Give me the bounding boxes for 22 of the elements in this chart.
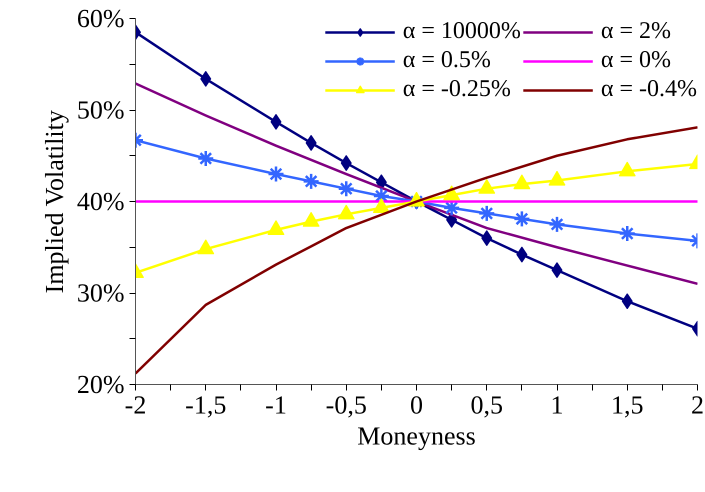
legend-label: α = 2% (600, 18, 672, 45)
x-tick-label: 0 (410, 390, 423, 420)
y-tick-label: 30% (76, 278, 125, 308)
x-tick-label: 2 (691, 390, 704, 420)
y-tick-label: 20% (76, 370, 125, 399)
legend-label: α = -0.25% (402, 76, 511, 103)
x-axis-title: Moneyness (357, 422, 476, 450)
x-tick-label: -1 (265, 390, 287, 420)
y-tick-label: 40% (76, 187, 125, 216)
y-axis-title: Implied Volatility (40, 110, 69, 294)
y-tick-label: 50% (76, 96, 125, 124)
legend-label: α = 0.5% (402, 47, 491, 74)
legend-label: α = 0% (600, 47, 672, 74)
x-tick-label: 1 (550, 390, 564, 420)
x-tick-label: 0,5 (470, 390, 503, 420)
y-tick-label: 60% (76, 4, 125, 33)
x-tick-label: -1,5 (185, 390, 226, 420)
x-tick-label: -2 (124, 390, 146, 420)
x-tick-label: 1,5 (611, 390, 644, 420)
legend-label: α = -0.4% (600, 76, 697, 103)
legend-label: α = 10000% (402, 18, 521, 45)
x-tick-label: -0,5 (326, 390, 367, 420)
